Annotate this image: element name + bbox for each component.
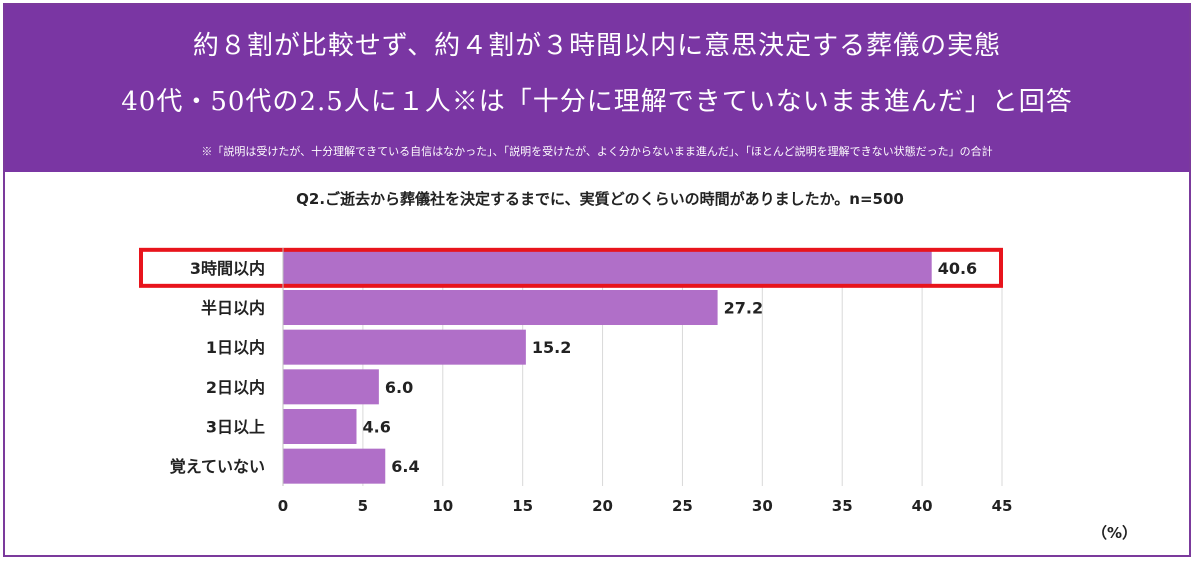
x-tick-label: 15 bbox=[512, 497, 533, 515]
value-label: 4.6 bbox=[362, 418, 390, 437]
bar bbox=[283, 448, 386, 484]
x-tick-label: 25 bbox=[672, 497, 693, 515]
chart-frame: 約８割が比較せず、約４割が３時間以内に意思決定する葬儀の実態 40代・50代の2… bbox=[3, 3, 1191, 557]
footnote: ※「説明は受けたが、十分理解できている自信はなかった」、「説明を受けたが、よく分… bbox=[201, 145, 993, 158]
headline-1: 約８割が比較せず、約４割が３時間以内に意思決定する葬儀の実態 bbox=[192, 31, 1002, 61]
category-label: 1日以内 bbox=[206, 338, 265, 357]
value-label: 15.2 bbox=[532, 338, 571, 357]
x-tick-label: 30 bbox=[752, 497, 773, 515]
x-tick-label: 35 bbox=[832, 497, 853, 515]
value-label: 6.4 bbox=[391, 457, 419, 476]
value-label: 27.2 bbox=[724, 299, 763, 318]
value-label: 40.6 bbox=[938, 259, 977, 278]
chart-title: Q2.ご逝去から葬儀社を決定するまでに、実質どのくらいの時間がありましたか。n=… bbox=[296, 190, 904, 208]
highlight-box bbox=[139, 247, 1003, 288]
value-label: 6.0 bbox=[385, 378, 413, 397]
bar bbox=[283, 290, 718, 325]
unit-label: （%） bbox=[1092, 524, 1138, 542]
bar bbox=[283, 329, 526, 365]
category-label: 半日以内 bbox=[201, 299, 265, 318]
bar bbox=[283, 369, 379, 405]
x-tick-label: 5 bbox=[358, 497, 368, 515]
x-axis: 0 5 10 15 20 25 30 35 40 45 bbox=[278, 248, 1013, 515]
x-tick-label: 20 bbox=[592, 497, 613, 515]
category-label: 2日以内 bbox=[206, 378, 265, 397]
bars: 3時間以内 40.6 半日以内 27.2 1日以内 15.2 2日以内 6.0 3日以上 4.6 覚… bbox=[139, 247, 1003, 484]
category-label: 3時間以内 bbox=[190, 259, 265, 278]
x-tick-label: 10 bbox=[432, 497, 453, 515]
x-tick-label: 45 bbox=[992, 497, 1013, 515]
bar bbox=[283, 250, 932, 286]
headline-2: 40代・50代の2.5人に１人※は「十分に理解できていないまま進んだ」と回答 bbox=[121, 87, 1073, 117]
x-tick-label: 0 bbox=[278, 497, 288, 515]
header-banner: 約８割が比較せず、約４割が３時間以内に意思決定する葬儀の実態 40代・50代の2… bbox=[5, 5, 1189, 172]
category-label: 3日以上 bbox=[206, 418, 265, 437]
bar bbox=[283, 409, 357, 444]
x-tick-label: 40 bbox=[912, 497, 933, 515]
category-label: 覚えていない bbox=[170, 457, 265, 476]
